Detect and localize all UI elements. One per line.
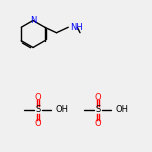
Text: S: S — [35, 105, 41, 114]
Text: OH: OH — [55, 105, 68, 114]
Text: NH: NH — [70, 23, 83, 32]
Text: O: O — [35, 93, 41, 102]
Text: S: S — [95, 105, 101, 114]
Text: N: N — [30, 16, 36, 25]
Text: O: O — [95, 119, 101, 128]
Text: O: O — [35, 119, 41, 128]
Text: O: O — [95, 93, 101, 102]
Text: OH: OH — [115, 105, 128, 114]
